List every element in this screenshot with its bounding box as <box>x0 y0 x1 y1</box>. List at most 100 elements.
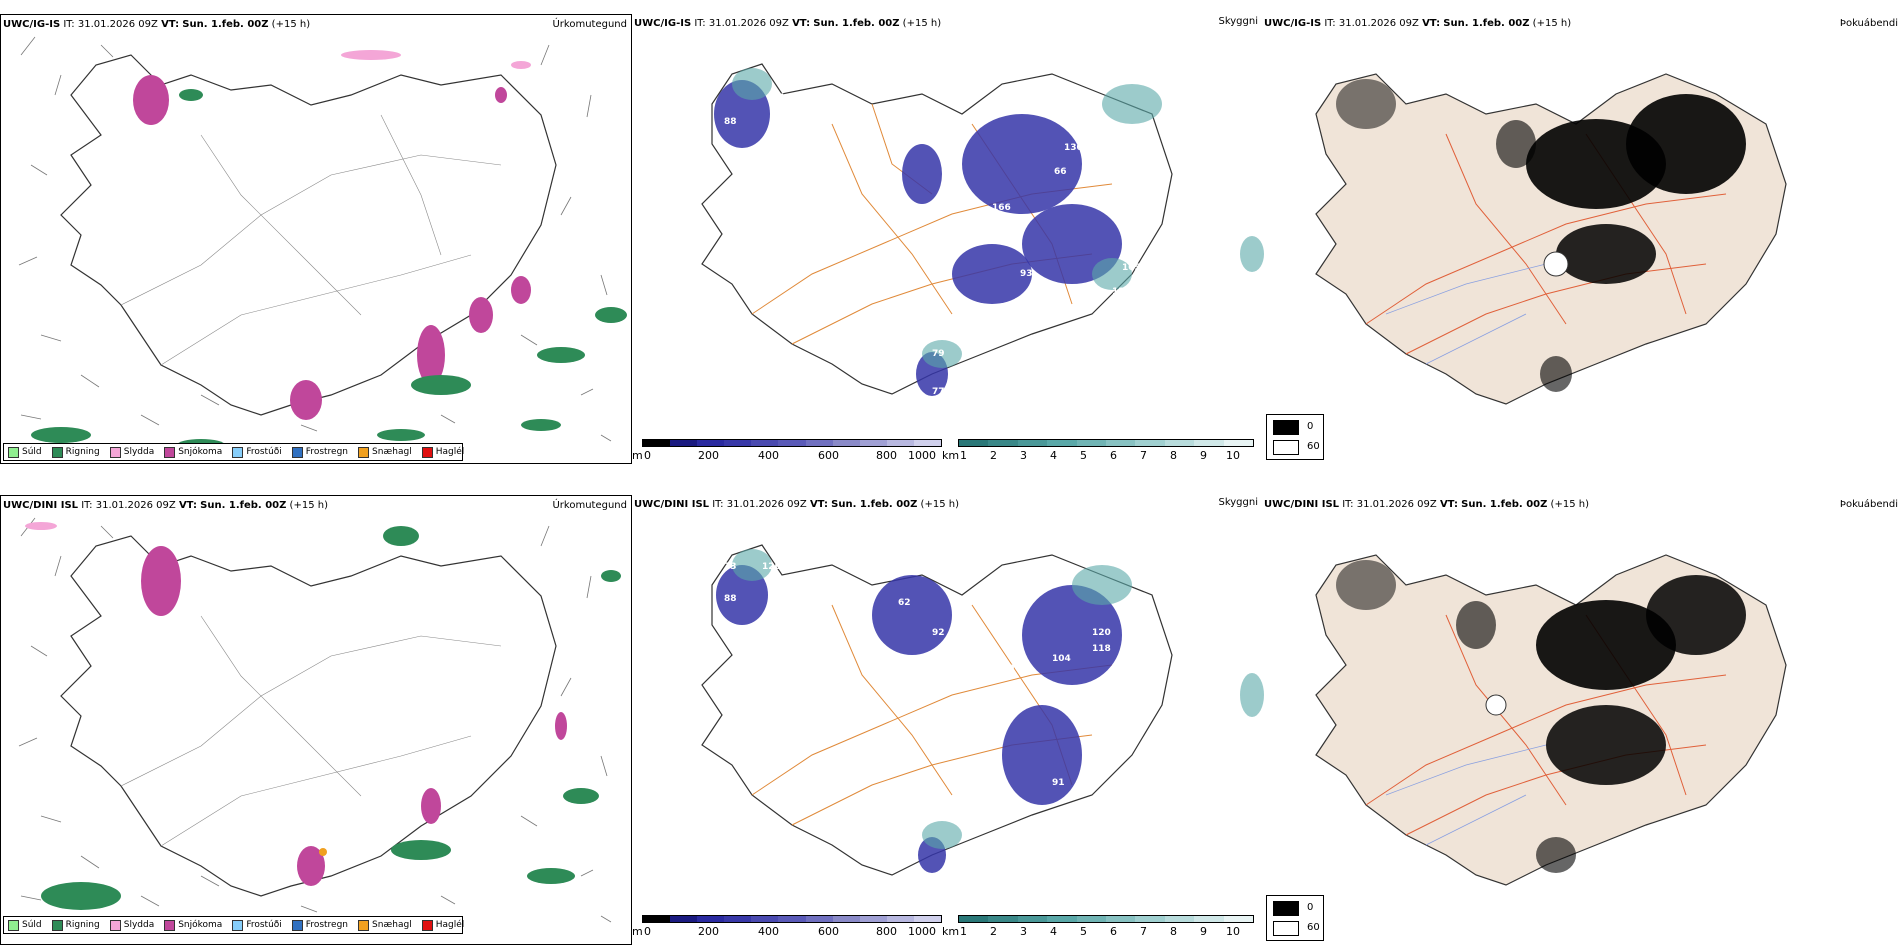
fog-clear-label: 60 <box>1307 441 1320 452</box>
legend-swatch <box>51 919 63 931</box>
sleet-areas <box>25 522 57 530</box>
fog-dense-swatch <box>1273 420 1299 435</box>
snow-areas <box>133 75 531 420</box>
legend-item: Frostúði <box>232 446 282 458</box>
cloudbase-tick: 800 <box>876 449 897 462</box>
snow-areas <box>141 546 567 886</box>
wind-barbs <box>18 36 612 442</box>
cloudbase-tick: 200 <box>698 449 719 462</box>
visibility-tick: 7 <box>1140 925 1147 938</box>
legend-swatch <box>8 919 19 931</box>
visibility-tick: 8 <box>1170 449 1177 462</box>
legend-swatch <box>164 919 176 931</box>
legend-item: Frostúði <box>232 919 282 931</box>
visibility-strip <box>958 915 1254 923</box>
visibility-colorbar-bottom: km 1 2 3 4 5 6 7 8 9 10 <box>942 915 1254 945</box>
cloud-title-bottom: Skyggni <box>1218 497 1258 508</box>
precip-map-bottom <box>18 517 621 932</box>
rain-areas <box>41 526 621 932</box>
low-cloud-areas <box>714 80 1122 396</box>
cloud-label: 104 <box>1052 654 1071 664</box>
visibility-tick: 8 <box>1170 925 1177 938</box>
cloud-label: 166 <box>992 203 1011 213</box>
visibility-areas <box>732 549 1264 849</box>
fog-title-top: Þokuábendi <box>1839 18 1898 29</box>
legend-item: Rigning <box>51 446 100 458</box>
cloud-label: 105 <box>1122 207 1141 217</box>
cloud-label: 77 <box>932 387 945 397</box>
cloud-map-bottom: 73 126 122 88 92 62 120 118 114 109 29 1… <box>701 544 1264 876</box>
precip-map-top <box>18 36 627 451</box>
fog-map-top <box>1315 73 1787 405</box>
visibility-tick: 5 <box>1080 449 1087 462</box>
legend-swatch <box>291 446 303 458</box>
cloud-value-labels: 97 88 74 130 105 166 93 76 92 141 128 10… <box>724 89 1181 397</box>
legend-swatch <box>358 919 370 931</box>
cloud-label: 62 <box>898 598 911 608</box>
roads-gray <box>120 114 502 366</box>
legend-item: Slydda <box>109 446 154 458</box>
visibility-tick: 1 <box>960 449 967 462</box>
cloud-label: 130 <box>1064 143 1083 153</box>
header-top-1: UWC/IG-IS IT: 31.01.2026 09Z VT: Sun. 1.… <box>3 19 311 30</box>
visibility-unit: km <box>942 449 960 462</box>
visibility-tick: 9 <box>1200 925 1207 938</box>
visibility-tick: 10 <box>1226 449 1240 462</box>
cloudbase-tick: 600 <box>818 925 839 938</box>
cloudbase-tick: 1000 <box>908 449 936 462</box>
cloud-label: 128 <box>1112 287 1131 297</box>
cloud-label: 91 <box>1052 778 1065 788</box>
cloudbase-tick: 600 <box>818 449 839 462</box>
cloud-map-top: 97 88 74 130 105 166 93 76 92 141 128 10… <box>701 63 1264 397</box>
sleet-areas <box>341 50 531 69</box>
cloud-label: 92 <box>932 628 945 638</box>
legend-item: Snjókoma <box>164 919 222 931</box>
cloud-panel-top: 97 88 74 130 105 166 93 76 92 141 128 10… <box>632 14 1266 464</box>
cloud-label: 29 <box>1002 664 1015 674</box>
header-bottom-2: UWC/DINI ISL IT: 31.01.2026 09Z VT: Sun.… <box>634 499 959 510</box>
rivers <box>1385 263 1547 365</box>
cloud-label: 79 <box>932 349 945 359</box>
cloud-title-top: Skyggni <box>1218 16 1258 27</box>
precip-legend-top: Súld Rigning Slydda Snjókoma Frostúði Fr… <box>3 443 464 461</box>
visibility-tick: 1 <box>960 925 967 938</box>
cloud-label: 120 <box>1092 628 1111 638</box>
visibility-tick: 7 <box>1140 449 1147 462</box>
glacier <box>1543 251 1569 277</box>
roads-gray <box>120 615 502 847</box>
cloud-panel-bottom: 73 126 122 88 92 62 120 118 114 109 29 1… <box>632 495 1266 945</box>
cloud-label: 74 <box>772 93 785 103</box>
legend-item: Súld <box>8 446 42 458</box>
graupel-area <box>319 848 327 856</box>
fog-dense-label: 0 <box>1307 902 1314 913</box>
fog-clear-label: 60 <box>1307 922 1320 933</box>
fog-panel-bottom: UWC/DINI ISL IT: 31.01.2026 09Z VT: Sun.… <box>1264 495 1900 945</box>
cloud-label: 126 <box>762 562 781 572</box>
fog-dense-areas <box>1336 560 1746 873</box>
legend-swatch <box>421 446 433 458</box>
cloudbase-tick: 0 <box>644 449 651 462</box>
header-top-2: UWC/IG-IS IT: 31.01.2026 09Z VT: Sun. 1.… <box>634 18 942 29</box>
visibility-tick: 6 <box>1110 925 1117 938</box>
visibility-tick: 2 <box>990 449 997 462</box>
legend-item: Snæhagl <box>358 446 412 458</box>
visibility-tick: 2 <box>990 925 997 938</box>
visibility-tick: 3 <box>1020 925 1027 938</box>
fog-panel-top: UWC/IG-IS IT: 31.01.2026 09Z VT: Sun. 1.… <box>1264 14 1900 464</box>
fog-dense-label: 0 <box>1307 421 1314 432</box>
cloud-label: 105 <box>1122 263 1141 273</box>
cloudbase-tick: 400 <box>758 925 779 938</box>
fog-map-bottom <box>1315 554 1787 886</box>
legend-swatch <box>232 446 244 458</box>
visibility-colorbar-top: km 1 2 3 4 5 6 7 8 9 10 <box>942 439 1254 469</box>
cloud-label: 118 <box>1092 644 1111 654</box>
precip-title-top: Úrkomutegund <box>552 19 627 30</box>
cloud-label: 141 <box>1132 277 1151 287</box>
precip-type-panel-top: UWC/IG-IS IT: 31.01.2026 09Z VT: Sun. 1.… <box>0 14 632 464</box>
cloudbase-strip <box>642 915 942 923</box>
legend-swatch <box>8 446 19 458</box>
legend-swatch <box>232 919 244 931</box>
cloud-label: 73 <box>724 562 737 572</box>
visibility-areas <box>732 68 1264 368</box>
iceland-outline <box>60 535 557 897</box>
